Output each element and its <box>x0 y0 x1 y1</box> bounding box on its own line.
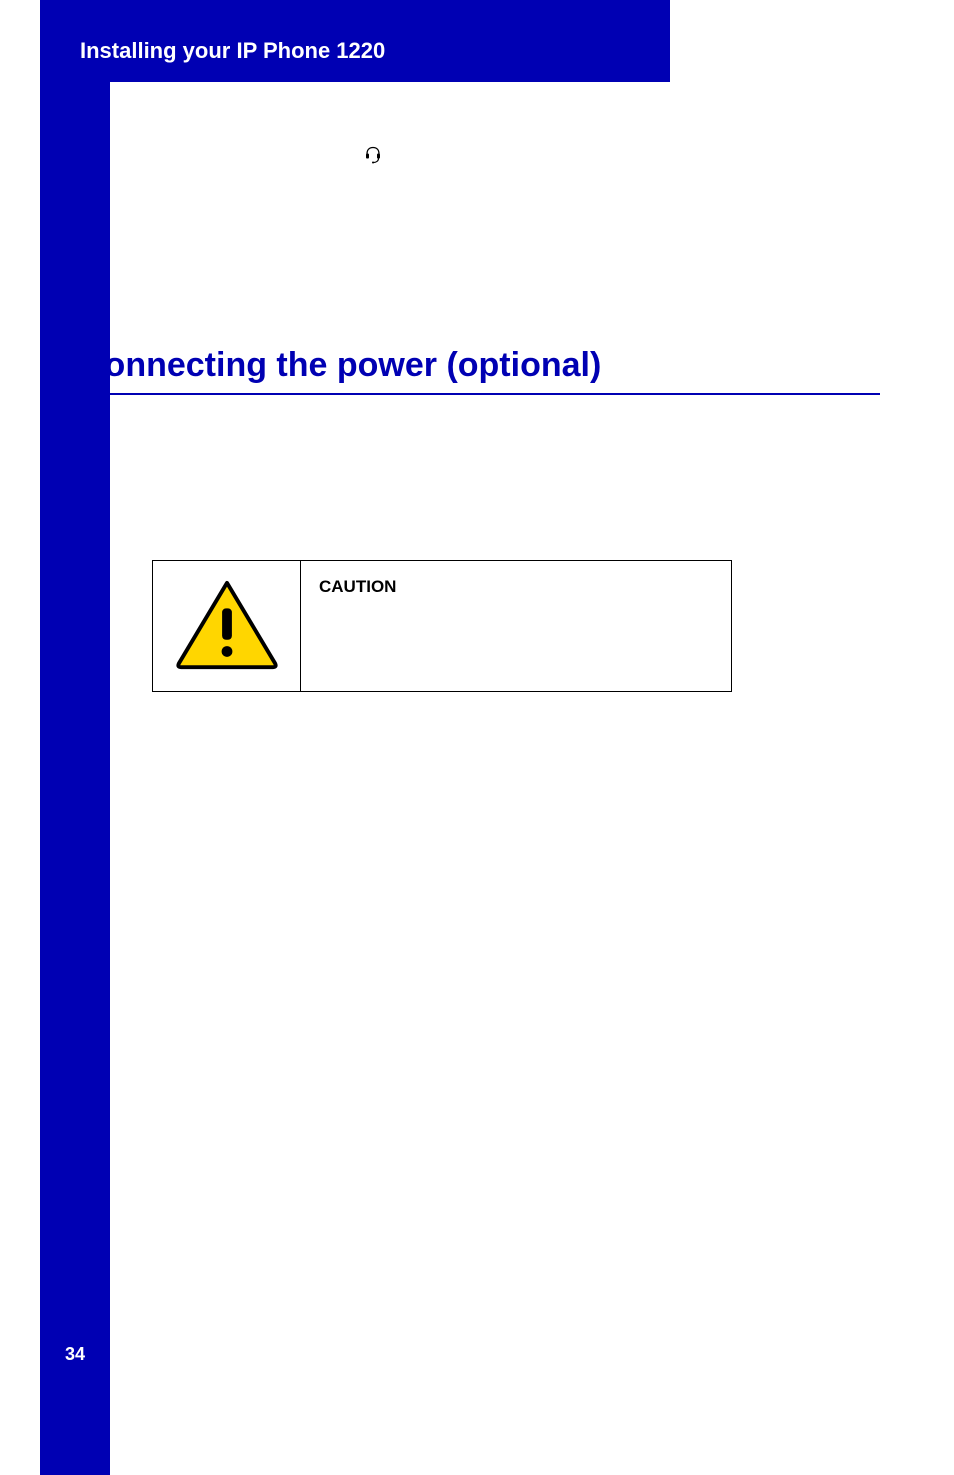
header-bar: Installing your IP Phone 1220 <box>40 0 670 82</box>
header-title: Installing your IP Phone 1220 <box>80 38 385 64</box>
section-heading: Connecting the power (optional) <box>80 346 880 395</box>
headset-icon <box>365 146 381 169</box>
caution-box: CAUTION <box>152 560 732 692</box>
caution-triangle-icon <box>173 577 281 675</box>
caution-text-cell: CAUTION <box>301 561 731 691</box>
caution-label: CAUTION <box>319 577 713 597</box>
page-number: 34 <box>40 1344 110 1365</box>
caution-icon-cell <box>153 561 301 691</box>
left-stripe <box>40 0 110 1475</box>
